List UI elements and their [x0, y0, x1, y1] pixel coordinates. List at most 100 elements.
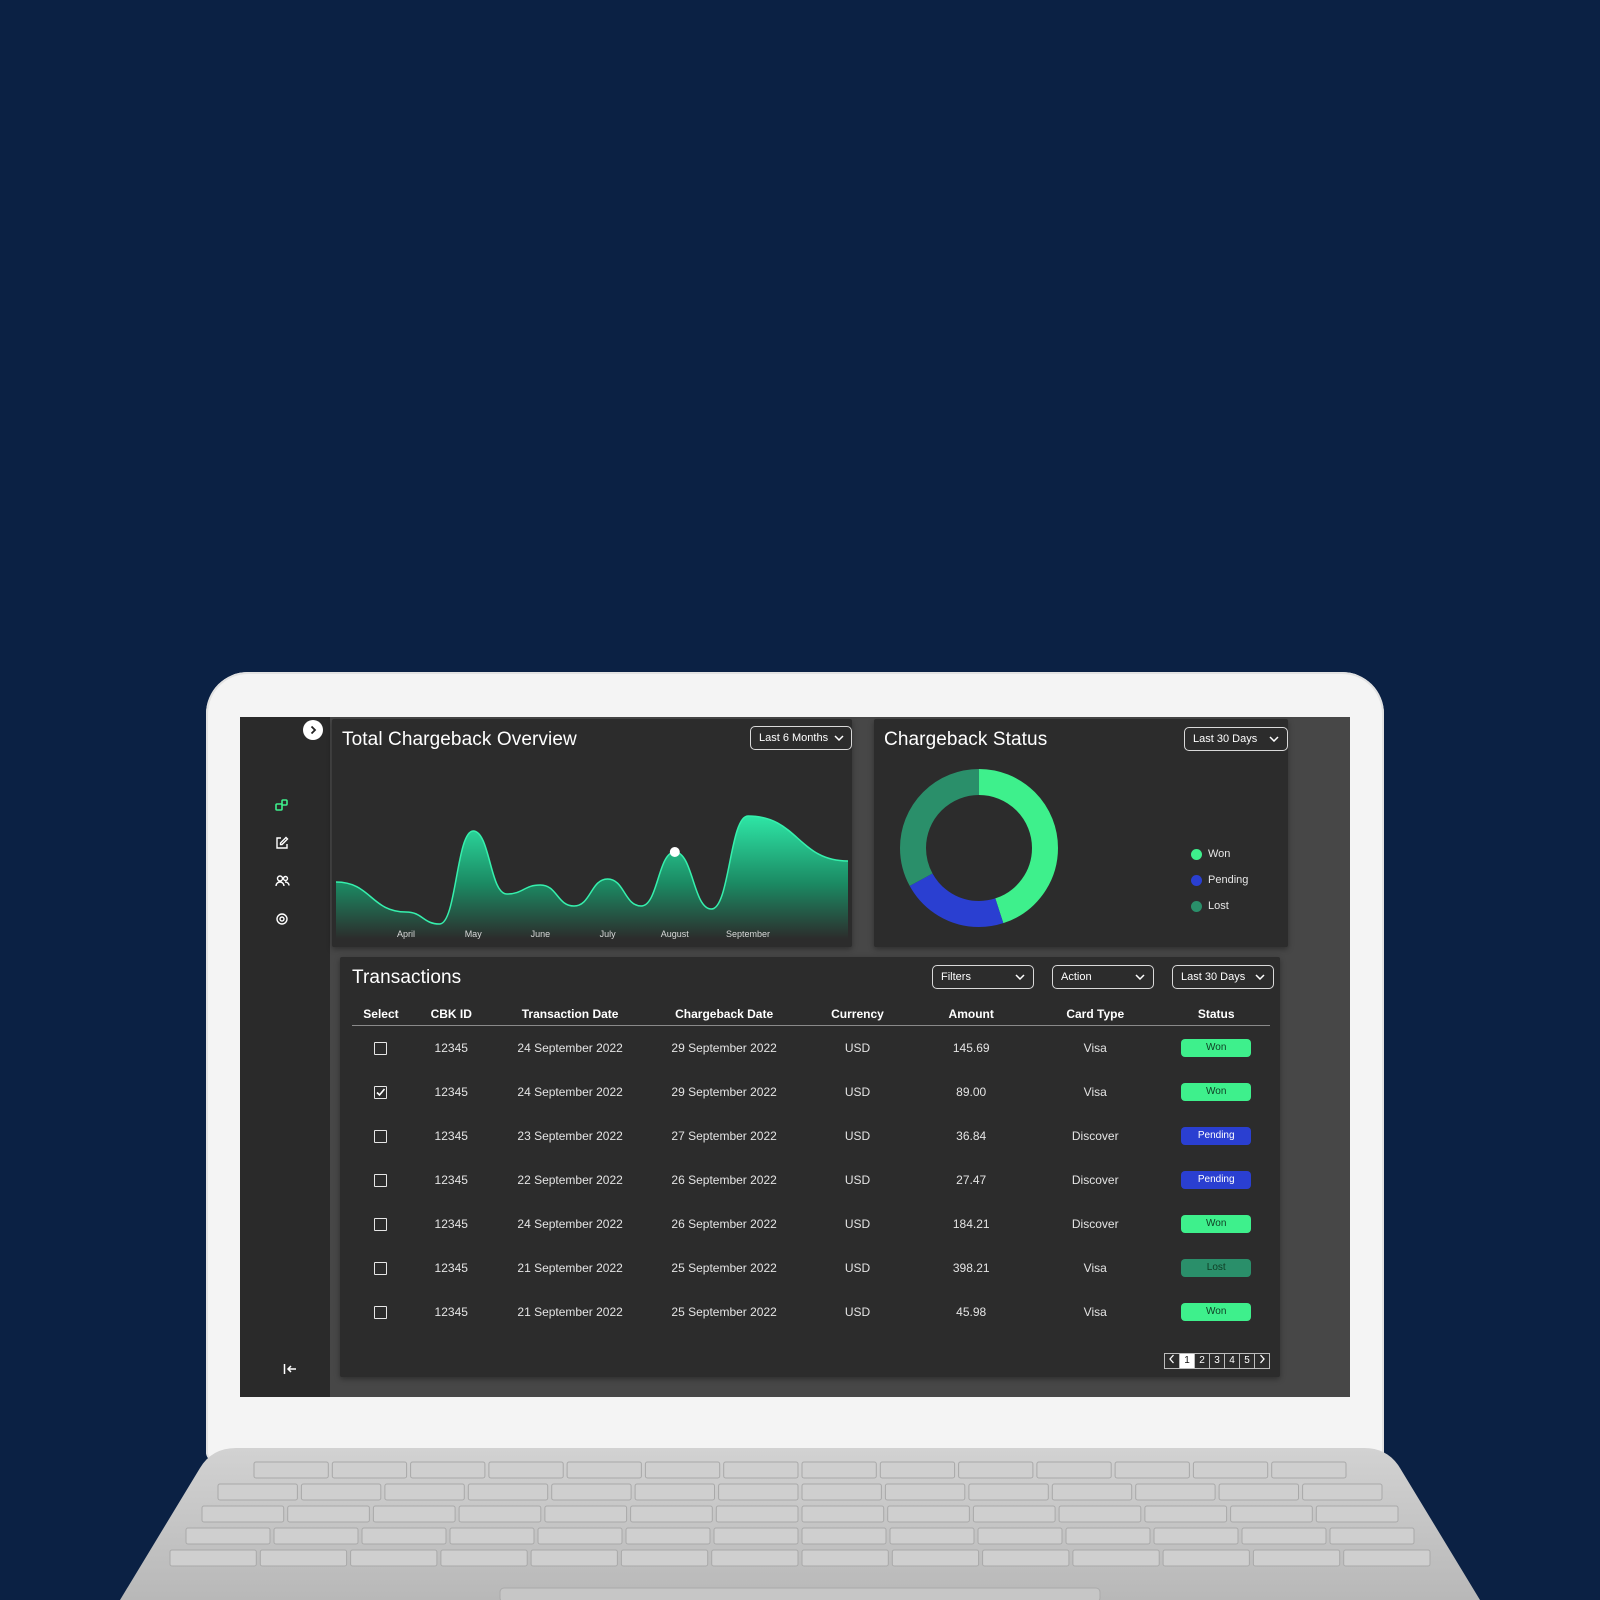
card-type-cell: Visa — [1083, 1261, 1107, 1275]
amount-cell: 398.21 — [952, 1261, 990, 1275]
keyboard-key — [1051, 1483, 1133, 1501]
chevron-down-icon — [1135, 974, 1145, 980]
row-checkbox[interactable] — [374, 1262, 388, 1276]
keyboard-key — [458, 1505, 542, 1523]
dashboard-icon[interactable] — [272, 795, 292, 815]
row-checkbox-checked[interactable] — [374, 1086, 388, 1100]
settings-icon[interactable] — [272, 909, 292, 929]
column-header[interactable]: Currency — [800, 1003, 915, 1026]
filters-label: Filters — [941, 971, 971, 983]
table-row[interactable]: 12345 21 September 2022 25 September 2022 U… — [352, 1290, 1270, 1334]
keyboard-key — [620, 1549, 709, 1567]
filters-dropdown[interactable]: Filters — [932, 965, 1034, 989]
keyboard-key — [713, 1527, 799, 1545]
transaction-date-cell: 24 September 2022 — [517, 1085, 623, 1099]
chargeback-date-cell: 29 September 2022 — [671, 1041, 777, 1055]
area-series — [336, 816, 848, 939]
column-header[interactable]: CBK ID — [409, 1003, 493, 1026]
table-row[interactable]: 12345 24 September 2022 29 September 2022 U… — [352, 1026, 1270, 1071]
logout-icon[interactable] — [280, 1359, 300, 1379]
row-checkbox[interactable] — [374, 1174, 388, 1188]
status-title: Chargeback Status — [884, 729, 1048, 750]
keyboard-key — [169, 1549, 257, 1567]
cbk-id-cell: 12345 — [434, 1217, 468, 1231]
page-button[interactable]: 5 — [1240, 1354, 1255, 1368]
keyboard-key — [887, 1505, 970, 1523]
currency-cell: USD — [844, 1041, 871, 1055]
keyboard-key — [1302, 1483, 1383, 1501]
cbk-id-cell: 12345 — [434, 1129, 468, 1143]
status-range-dropdown[interactable]: Last 30 Days — [1184, 727, 1288, 751]
keyboard-key — [1252, 1549, 1341, 1567]
page-button[interactable]: 2 — [1195, 1354, 1210, 1368]
keyboard-key — [1218, 1483, 1299, 1501]
sidebar-expand-button[interactable] — [303, 720, 323, 740]
page-button[interactable]: 3 — [1210, 1354, 1225, 1368]
column-header[interactable]: Chargeback Date — [647, 1003, 801, 1026]
keyboard-key — [217, 1483, 298, 1501]
status-badge: Won — [1181, 1215, 1252, 1233]
legend-dot — [1191, 874, 1202, 886]
chargeback-date-cell: 26 September 2022 — [671, 1173, 777, 1187]
column-header[interactable]: Select — [352, 1003, 410, 1026]
status-cell: Won — [1162, 1026, 1270, 1071]
legend-label: Lost — [1208, 900, 1229, 912]
table-row[interactable]: 12345 21 September 2022 25 September 2022 U… — [352, 1246, 1270, 1290]
transaction-date-cell: 24 September 2022 — [517, 1041, 623, 1055]
keyboard-key — [1241, 1527, 1327, 1545]
keyboard-key — [977, 1527, 1063, 1545]
transactions-range-dropdown[interactable]: Last 30 Days — [1172, 965, 1274, 989]
page-button[interactable]: 4 — [1225, 1354, 1240, 1368]
table-row[interactable]: 12345 24 September 2022 26 September 2022 U… — [352, 1202, 1270, 1246]
row-checkbox[interactable] — [374, 1130, 388, 1144]
keyboard-key — [630, 1505, 713, 1523]
next-page-icon[interactable] — [1255, 1354, 1269, 1368]
users-icon[interactable] — [272, 871, 292, 891]
column-header[interactable]: Card Type — [1028, 1003, 1163, 1026]
table-row[interactable]: 12345 24 September 2022 29 September 2022 U… — [352, 1070, 1270, 1114]
transaction-date-cell: 21 September 2022 — [517, 1305, 623, 1319]
column-header[interactable]: Status — [1162, 1003, 1270, 1026]
overview-range-label: Last 6 Months — [759, 732, 829, 744]
column-header[interactable]: Amount — [914, 1003, 1029, 1026]
page-button[interactable]: 1 — [1180, 1354, 1195, 1368]
cbk-id-cell: 12345 — [434, 1041, 468, 1055]
status-cell: Won — [1162, 1070, 1270, 1114]
table-row[interactable]: 12345 23 September 2022 27 September 2022 U… — [352, 1114, 1270, 1158]
select-cell — [352, 1070, 410, 1114]
card-type-cell: Discover — [1071, 1129, 1119, 1143]
keyboard-key — [982, 1549, 1070, 1567]
keyboard-key — [530, 1549, 618, 1567]
table-header-row: Select CBK ID Transaction Date Chargebac… — [352, 1003, 1270, 1026]
column-header[interactable]: Transaction Date — [492, 1003, 648, 1026]
row-checkbox[interactable] — [374, 1042, 388, 1056]
table-row[interactable]: 12345 22 September 2022 26 September 2022 U… — [352, 1158, 1270, 1202]
donut-slice-pending — [900, 769, 1058, 927]
chevron-down-icon — [1269, 736, 1279, 742]
currency-cell: USD — [844, 1305, 871, 1319]
prev-page-icon[interactable] — [1165, 1354, 1180, 1368]
cbk-id-cell: 12345 — [434, 1261, 468, 1275]
action-dropdown[interactable]: Action — [1052, 965, 1154, 989]
row-checkbox[interactable] — [374, 1306, 388, 1320]
cbk-id-cell: 12345 — [434, 1173, 468, 1187]
legend-dot — [1191, 900, 1202, 912]
keyboard-key — [1230, 1505, 1313, 1523]
keyboard-key — [801, 1483, 882, 1501]
edit-icon[interactable] — [272, 833, 292, 853]
select-cell — [352, 1026, 410, 1071]
select-cell — [352, 1290, 410, 1334]
app-screen: Total Chargeback Overview Last 6 Months … — [240, 717, 1350, 1397]
keyboard-key — [801, 1461, 877, 1479]
status-cell: Won — [1162, 1202, 1270, 1246]
keyboard-key — [1114, 1461, 1190, 1479]
keyboard-key — [718, 1483, 799, 1501]
keyboard-key — [544, 1505, 628, 1523]
keyboard-key — [1153, 1527, 1239, 1545]
row-checkbox[interactable] — [374, 1218, 388, 1232]
keyboard-key — [1162, 1549, 1250, 1567]
x-tick-label: April — [397, 929, 415, 939]
overview-range-dropdown[interactable]: Last 6 Months — [750, 726, 852, 750]
highlight-point — [669, 847, 680, 857]
keyboard-key — [889, 1527, 975, 1545]
